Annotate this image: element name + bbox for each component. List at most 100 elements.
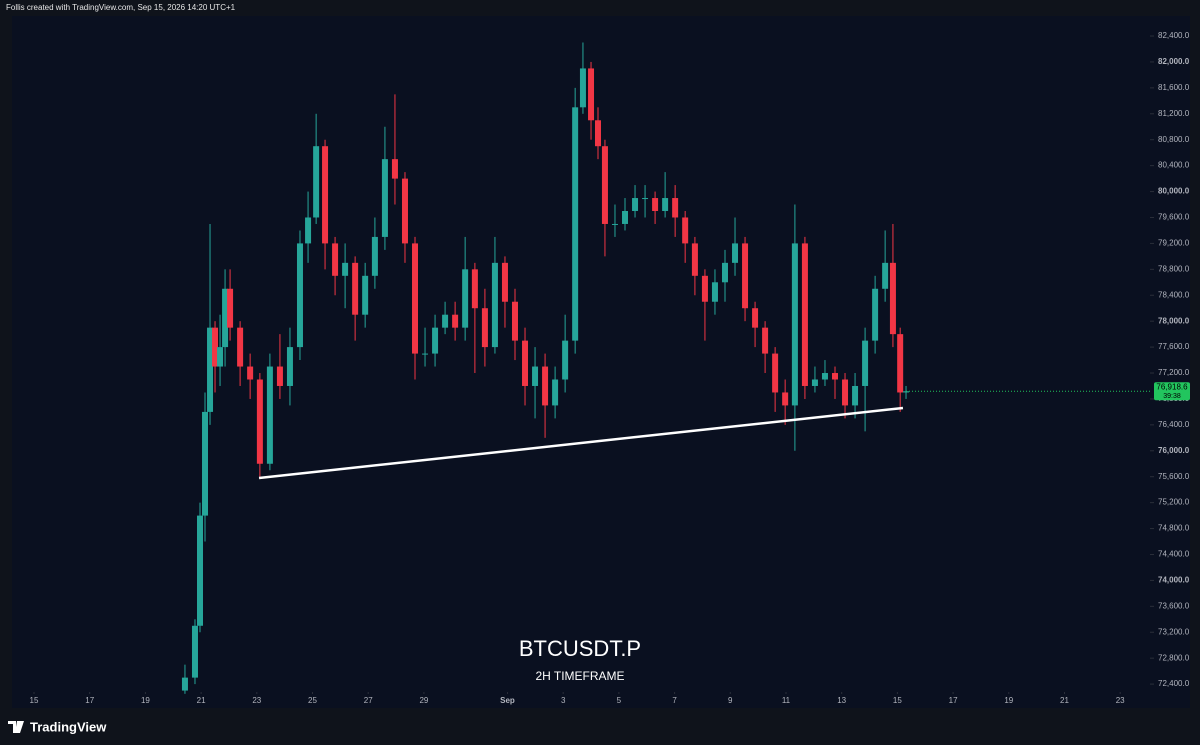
last-price-countdown: 39:38 — [1163, 393, 1181, 400]
x-tick-label: 27 — [364, 696, 373, 705]
y-tick-label: 80,800.0 — [1158, 135, 1190, 144]
y-tick-label: 81,600.0 — [1158, 83, 1190, 92]
x-tick-label: 23 — [1116, 696, 1125, 705]
candle-body — [207, 327, 214, 412]
x-tick-label: 7 — [672, 696, 677, 705]
candle-body — [362, 275, 369, 315]
x-tick-label: 15 — [30, 696, 39, 705]
candle-body — [481, 308, 488, 348]
y-tick-label: 76,400.0 — [1158, 420, 1190, 429]
candle-body — [652, 198, 659, 212]
candle-body — [181, 677, 188, 691]
candle-body — [701, 275, 708, 302]
candle-body — [452, 314, 459, 328]
candle-body — [196, 515, 203, 626]
candle-body — [313, 146, 320, 218]
x-tick-label: Sep — [500, 696, 515, 705]
candle-body — [662, 198, 669, 212]
candle-body — [442, 314, 449, 328]
candle-body — [542, 366, 549, 406]
candle-body — [832, 373, 839, 380]
candle-body — [352, 262, 359, 315]
candle-body — [579, 68, 586, 108]
x-tick-label: 3 — [561, 696, 566, 705]
x-tick-label: 15 — [893, 696, 902, 705]
candle-body — [821, 373, 828, 380]
candle-body — [801, 243, 808, 386]
last-price-box — [1154, 382, 1190, 401]
candle-body — [422, 353, 429, 355]
candle-body — [412, 243, 419, 354]
x-tick-label: 21 — [197, 696, 206, 705]
watermark-title: BTCUSDT.P — [519, 636, 641, 661]
x-tick-label: 17 — [85, 696, 94, 705]
y-tick-label: 77,600.0 — [1158, 342, 1190, 351]
candle-body — [752, 308, 759, 328]
y-tick-label: 82,400.0 — [1158, 31, 1190, 40]
candle-body — [342, 262, 349, 276]
candle-body — [511, 301, 518, 341]
x-tick-label: 17 — [949, 696, 958, 705]
y-tick-label: 77,200.0 — [1158, 368, 1190, 377]
candle-body — [296, 243, 303, 348]
candle-body — [202, 411, 209, 516]
candle-body — [872, 288, 879, 341]
candle-body — [882, 262, 889, 289]
candle-body — [691, 243, 698, 276]
candle-body — [191, 625, 198, 678]
y-tick-label: 79,200.0 — [1158, 239, 1190, 248]
candle-body — [632, 198, 639, 212]
candle-body — [491, 262, 498, 348]
x-tick-label: 21 — [1060, 696, 1069, 705]
candle-body — [332, 243, 339, 276]
y-tick-label: 75,600.0 — [1158, 472, 1190, 481]
x-tick-label: 29 — [419, 696, 428, 705]
candle-body — [562, 340, 569, 380]
chart-panel — [12, 16, 1190, 708]
y-tick-label: 72,400.0 — [1158, 679, 1190, 688]
candle-body — [782, 392, 789, 406]
candle-body — [522, 340, 529, 386]
y-tick-label: 75,200.0 — [1158, 498, 1190, 507]
x-tick-label: 9 — [728, 696, 733, 705]
y-tick-label: 78,400.0 — [1158, 290, 1190, 299]
candle-body — [852, 385, 859, 406]
candle-body — [462, 269, 469, 328]
candle-body — [862, 340, 869, 386]
candle-body — [217, 347, 224, 367]
y-tick-label: 81,200.0 — [1158, 109, 1190, 118]
y-tick-label: 79,600.0 — [1158, 213, 1190, 222]
candle-body — [889, 262, 896, 335]
candle-body — [222, 288, 229, 348]
y-tick-label: 80,000.0 — [1158, 187, 1190, 196]
x-tick-label: 25 — [308, 696, 317, 705]
candle-body — [247, 366, 254, 380]
y-tick-label: 80,400.0 — [1158, 161, 1190, 170]
candle-body — [391, 159, 398, 179]
candles — [181, 42, 910, 694]
candle-body — [381, 159, 388, 237]
candle-body — [588, 68, 595, 121]
candle-body — [721, 262, 728, 283]
candle-body — [371, 236, 378, 276]
last-price-label: 76,918.6 — [1156, 382, 1188, 391]
candle-body — [842, 379, 849, 406]
candle-body — [772, 353, 779, 393]
candle-body — [532, 366, 539, 386]
candle-body — [622, 211, 629, 224]
candle-body — [471, 269, 478, 309]
candle-body — [811, 379, 818, 386]
candle-body — [227, 288, 234, 328]
candle-body — [672, 198, 679, 218]
brand-name: TradingView — [30, 719, 107, 734]
candle-body — [711, 282, 718, 302]
candle-body — [266, 366, 273, 464]
candle-body — [237, 327, 244, 367]
candle-body — [791, 243, 798, 406]
candle-body — [611, 223, 618, 225]
candle-body — [732, 243, 739, 263]
candle-body — [642, 198, 649, 200]
candle-body — [601, 146, 608, 224]
candle-body — [903, 391, 910, 393]
